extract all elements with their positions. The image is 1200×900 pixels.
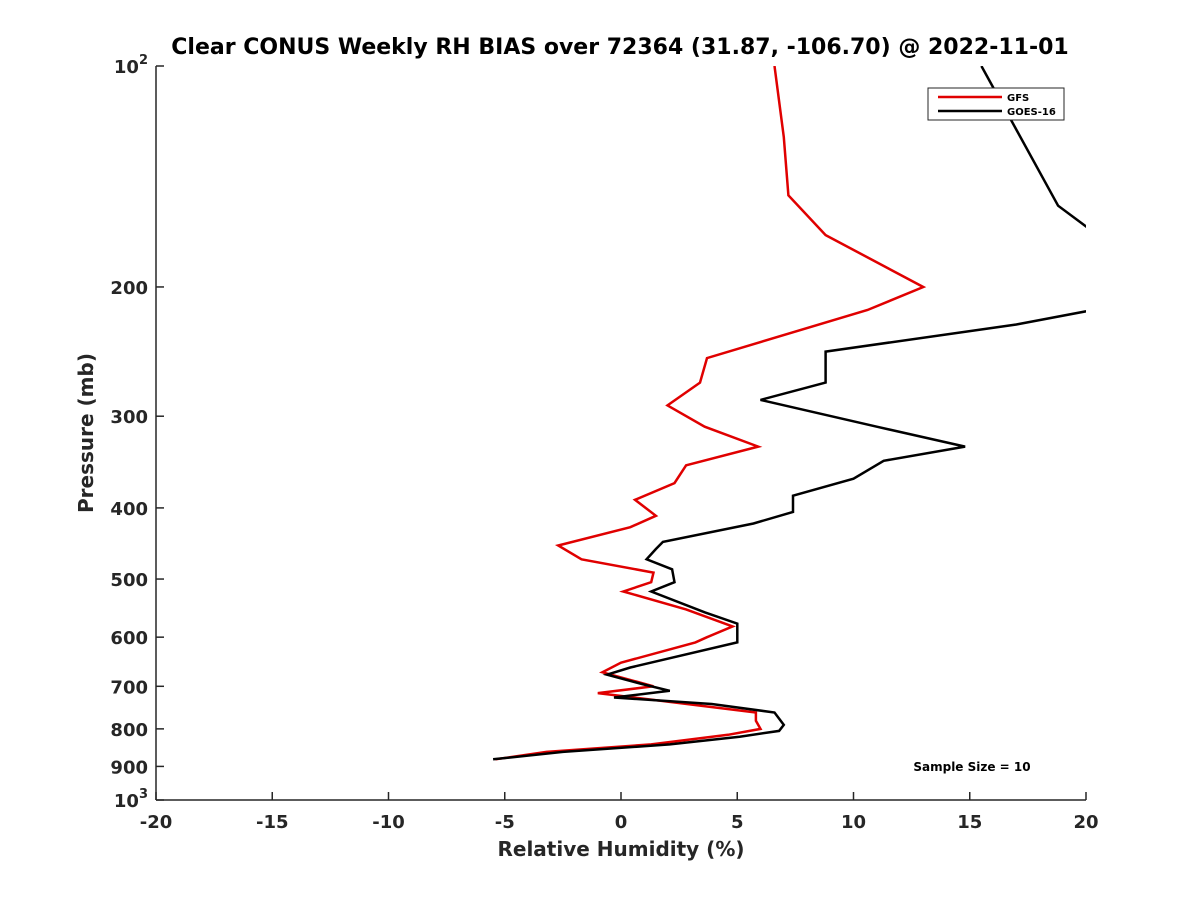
y-axis-label: Pressure (mb) [74,353,98,513]
y-tick-label-exponent: 3 [139,787,148,802]
series-line-gfs [495,66,927,761]
legend-label-gfs: GFS [1007,93,1029,104]
x-tick-label: 15 [957,812,982,833]
series-layer [492,66,1086,761]
y-tick-label-base: 300 [110,407,148,428]
y-tick-label: 700 [110,677,148,698]
y-tick-label-base: 10 [114,791,139,812]
y-tick-label: 300 [110,407,148,428]
y-tick-label: 103 [114,787,148,812]
x-tick-label: 5 [731,812,744,833]
x-tick-label: -10 [372,812,405,833]
y-tick-label: 600 [110,628,148,649]
y-tick-label-base: 10 [114,57,139,78]
y-tick-label: 200 [110,278,148,299]
y-tick-label-base: 600 [110,628,148,649]
x-tick-label: 0 [615,812,628,833]
sample-size-annotation: Sample Size = 10 [913,760,1030,774]
x-tick-label: -5 [495,812,515,833]
y-tick-label-base: 500 [110,570,148,591]
y-tick-label-base: 800 [110,720,148,741]
y-tick-label: 800 [110,720,148,741]
chart-title: Clear CONUS Weekly RH BIAS over 72364 (3… [171,35,1068,60]
y-tick-label-base: 700 [110,677,148,698]
y-tick-label-base: 900 [110,757,148,778]
y-tick-label: 500 [110,570,148,591]
series-line-goes-16 [492,66,1086,761]
y-tick-label-base: 400 [110,499,148,520]
x-tick-label: -15 [256,812,289,833]
y-tick-label-exponent: 2 [139,53,148,68]
y-tick-label-base: 200 [110,278,148,299]
legend-label-goes-16: GOES-16 [1007,107,1056,118]
x-tick-label: 20 [1073,812,1098,833]
y-tick-label: 102 [114,53,148,78]
y-tick-label: 400 [110,499,148,520]
x-axis-label: Relative Humidity (%) [497,837,744,861]
x-ticks: -20 -15 -10 -5 0 5 10 15 20 [140,792,1099,833]
y-tick-label: 900 [110,757,148,778]
legend: GFS GOES-16 [927,87,1065,121]
legend-box [927,87,1065,121]
x-tick-label: 10 [841,812,866,833]
x-tick-label: -20 [140,812,173,833]
